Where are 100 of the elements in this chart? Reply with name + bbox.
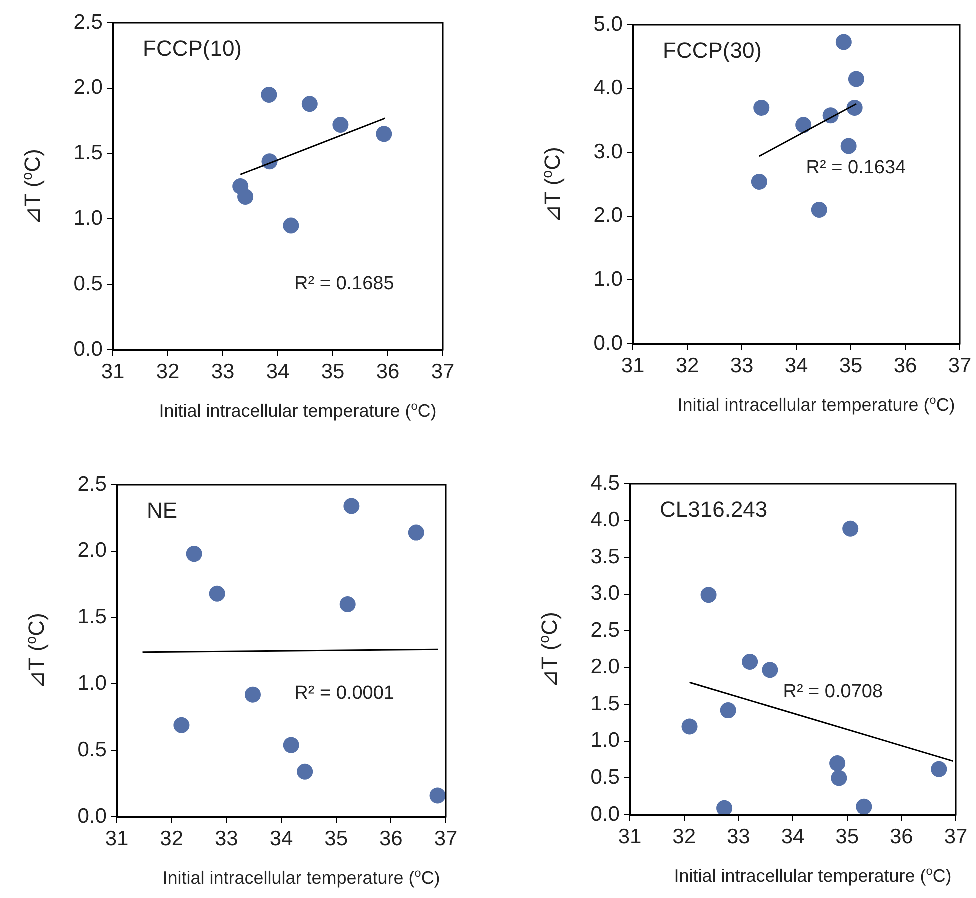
point xyxy=(302,96,318,112)
x-tick-label: 37 xyxy=(944,825,968,848)
y-tick-label: 2.0 xyxy=(78,539,107,562)
point xyxy=(811,202,828,218)
text: NE xyxy=(147,498,178,524)
x-tick-label: 33 xyxy=(730,354,754,378)
point xyxy=(340,596,356,613)
annotation: R² = 0.0708 xyxy=(783,681,884,702)
point xyxy=(297,764,314,780)
y-tick-label: 4.0 xyxy=(594,76,623,100)
y-tick-label: 1.5 xyxy=(78,606,107,629)
x-axis-title: Initial intracellular temperature ($^{o}$C) xyxy=(162,867,440,889)
point xyxy=(344,498,360,514)
y-tick-label: 2.0 xyxy=(590,656,620,679)
y-tick-label: 2.5 xyxy=(74,10,103,34)
y-tick-label: 0.0 xyxy=(594,332,623,355)
point xyxy=(830,756,846,772)
x-tick-label: 37 xyxy=(434,827,458,850)
point xyxy=(682,718,698,735)
annotation: R² = 0.1634 xyxy=(806,158,907,179)
x-tick-label: 34 xyxy=(784,354,808,378)
x-axis-title: Initial intracellular temperature ($^{o}$C) xyxy=(678,394,956,416)
y-tick-label: 3.0 xyxy=(594,140,623,164)
point xyxy=(796,117,812,134)
x-tick-label: 32 xyxy=(672,825,696,848)
y-tick-label: 1.5 xyxy=(74,142,103,165)
y-tick-label: 2.5 xyxy=(590,618,620,642)
x-tick-label: 34 xyxy=(270,827,294,850)
x-tick-label: 32 xyxy=(160,827,184,850)
point xyxy=(283,218,300,234)
point xyxy=(856,798,872,815)
x-tick-label: 36 xyxy=(379,827,403,850)
text: FCCP(30) xyxy=(663,38,762,64)
x-tick-label: 36 xyxy=(376,360,400,384)
y-tick-label: 0.0 xyxy=(78,804,107,828)
y-tick-label: 1.0 xyxy=(74,206,103,230)
annotation: R² = 0.1685 xyxy=(294,274,394,295)
x-tick-label: 36 xyxy=(890,825,914,848)
text: FCCP(10) xyxy=(143,36,242,62)
point xyxy=(376,126,392,142)
point xyxy=(751,174,768,190)
x-tick-label: 31 xyxy=(101,360,125,384)
point xyxy=(716,800,733,815)
x-tick-label: 33 xyxy=(214,827,238,850)
point xyxy=(238,188,254,205)
point xyxy=(842,520,859,537)
point xyxy=(700,587,717,604)
x-tick-label: 37 xyxy=(431,360,455,384)
x-tick-label: 35 xyxy=(324,827,348,850)
point xyxy=(754,100,770,116)
y-tick-label: 4.5 xyxy=(590,472,620,495)
point xyxy=(408,524,424,541)
y-tick-label: 2.0 xyxy=(594,204,623,228)
x-tick-label: 34 xyxy=(266,360,290,384)
y-tick-label: 5.0 xyxy=(594,12,623,36)
point xyxy=(430,788,446,804)
x-tick-label: 32 xyxy=(156,360,180,384)
point xyxy=(186,546,202,562)
x-tick-label: 35 xyxy=(836,825,860,848)
point xyxy=(846,100,863,116)
y-tick-label: 1.0 xyxy=(590,729,620,752)
point xyxy=(762,662,778,678)
y-tick-label: 2.5 xyxy=(78,472,107,496)
y-tick-label: 0.0 xyxy=(590,802,620,826)
x-tick-label: 33 xyxy=(211,360,235,384)
x-axis-title: Initial intracellular temperature ($^{o}$C) xyxy=(159,400,437,422)
y-tick-label: 0.5 xyxy=(74,272,103,296)
x-tick-label: 31 xyxy=(105,827,129,850)
x-tick-label: 35 xyxy=(839,354,863,378)
point xyxy=(831,770,848,786)
point xyxy=(174,717,190,734)
x-tick-label: 31 xyxy=(621,354,645,378)
point xyxy=(261,86,278,103)
annotation: R² = 0.0001 xyxy=(294,682,394,704)
point xyxy=(836,34,852,50)
y-tick-label: 1.5 xyxy=(590,692,620,716)
x-tick-label: 37 xyxy=(948,354,972,378)
x-tick-label: 33 xyxy=(726,825,750,848)
point xyxy=(283,737,300,754)
point xyxy=(244,686,261,703)
text: CL316.243 xyxy=(660,497,768,522)
y-tick-label: 3.0 xyxy=(590,582,620,606)
point xyxy=(840,138,857,154)
y-tick-label: 0.0 xyxy=(74,338,103,361)
x-tick-label: 32 xyxy=(676,354,700,378)
point xyxy=(209,586,226,602)
x-tick-label: 35 xyxy=(321,360,345,384)
x-axis-title: Initial intracellular temperature ($^{o}$C) xyxy=(674,865,952,887)
x-tick-label: 36 xyxy=(894,354,918,378)
x-tick-label: 31 xyxy=(618,825,642,848)
x-tick-label: 34 xyxy=(781,825,805,848)
y-tick-label: 0.5 xyxy=(590,766,620,790)
y-tick-label: 1.0 xyxy=(78,672,107,695)
point xyxy=(332,117,349,134)
point xyxy=(742,654,758,670)
y-tick-label: 1.0 xyxy=(594,268,623,291)
point xyxy=(720,702,736,719)
y-tick-label: 0.5 xyxy=(78,738,107,762)
point xyxy=(931,761,948,778)
y-tick-label: 2.0 xyxy=(74,76,103,100)
